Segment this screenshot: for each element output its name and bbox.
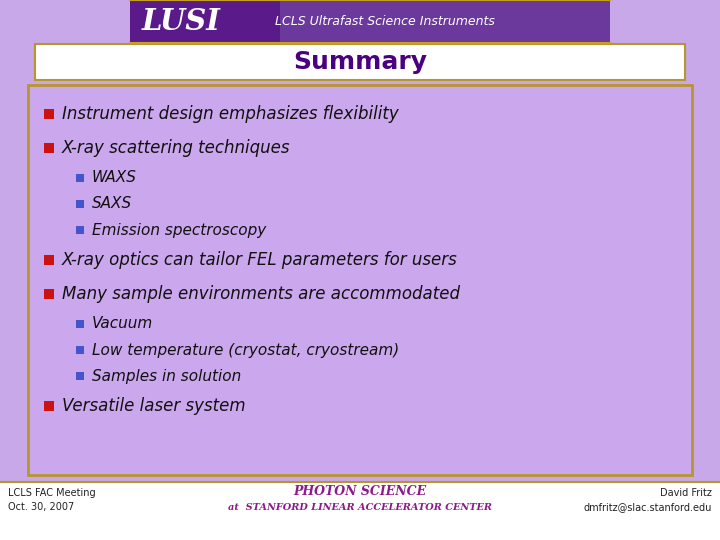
Text: PHOTON SCIENCE: PHOTON SCIENCE — [294, 485, 426, 498]
Bar — [76, 372, 84, 380]
Text: Versatile laser system: Versatile laser system — [62, 397, 246, 415]
Text: X-ray scattering techniques: X-ray scattering techniques — [62, 139, 290, 157]
Bar — [35, 44, 685, 80]
Bar — [44, 255, 54, 265]
Text: Samples in solution: Samples in solution — [92, 368, 241, 383]
Text: dmfritz@slac.stanford.edu: dmfritz@slac.stanford.edu — [584, 502, 712, 512]
Text: Low temperature (cryostat, cryostream): Low temperature (cryostat, cryostream) — [92, 342, 400, 357]
Bar — [44, 289, 54, 299]
Text: Emission spectroscopy: Emission spectroscopy — [92, 222, 266, 238]
Bar — [280, 0, 610, 43]
Bar — [44, 401, 54, 411]
Text: Vacuum: Vacuum — [92, 316, 153, 332]
Text: SAXS: SAXS — [92, 197, 132, 212]
Bar — [0, 482, 720, 540]
Text: at  STANFORD LINEAR ACCELERATOR CENTER: at STANFORD LINEAR ACCELERATOR CENTER — [228, 503, 492, 512]
Text: David Fritz: David Fritz — [660, 488, 712, 498]
Bar — [44, 143, 54, 153]
Bar — [76, 346, 84, 354]
Bar — [44, 109, 54, 119]
Text: LCLS Ultrafast Science Instruments: LCLS Ultrafast Science Instruments — [275, 15, 495, 28]
Text: LCLS FAC Meeting: LCLS FAC Meeting — [8, 488, 96, 498]
Bar — [76, 174, 84, 182]
Text: X-ray optics can tailor FEL parameters for users: X-ray optics can tailor FEL parameters f… — [62, 251, 458, 269]
Text: Many sample environments are accommodated: Many sample environments are accommodate… — [62, 285, 460, 303]
Bar — [28, 85, 692, 475]
Text: Instrument design emphasizes flexibility: Instrument design emphasizes flexibility — [62, 105, 399, 123]
Bar — [76, 320, 84, 328]
Text: Summary: Summary — [293, 50, 427, 74]
Bar — [76, 226, 84, 234]
Bar — [76, 200, 84, 208]
Text: WAXS: WAXS — [92, 171, 137, 186]
Text: Oct. 30, 2007: Oct. 30, 2007 — [8, 502, 74, 512]
Bar — [130, 0, 610, 43]
Text: LUSI: LUSI — [142, 7, 221, 36]
